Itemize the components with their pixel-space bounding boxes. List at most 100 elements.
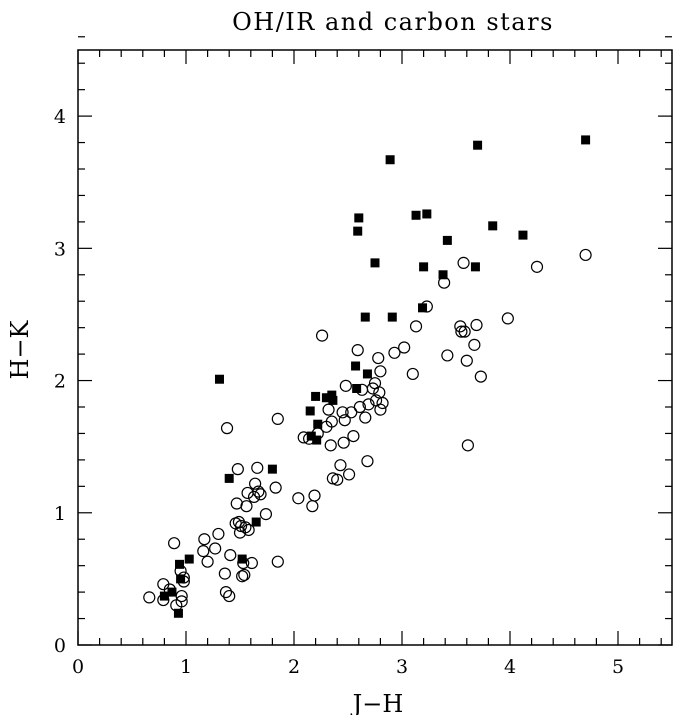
open-circle-point <box>345 406 358 419</box>
filled-square-point <box>370 258 380 268</box>
filled-square-point <box>328 395 338 405</box>
filled-square-point <box>176 574 186 584</box>
y-tick-label: 0 <box>54 635 66 657</box>
filled-square-point <box>311 391 321 401</box>
open-circle-point <box>238 568 251 582</box>
open-circle-point <box>325 415 338 428</box>
filled-square-point <box>306 431 316 441</box>
filled-square-point <box>422 209 432 219</box>
open-circle-point <box>579 248 592 262</box>
chart-title: OH/IR and carbon stars <box>232 8 554 36</box>
filled-square-point <box>175 559 185 569</box>
x-tick-label: 1 <box>180 656 192 678</box>
open-circle-point <box>249 477 262 490</box>
filled-square-point <box>442 235 452 245</box>
open-circle-point <box>241 486 254 500</box>
open-circle-point <box>322 403 335 416</box>
open-circle-point <box>306 500 319 513</box>
open-circle-point <box>455 325 468 338</box>
open-circle-point <box>212 527 225 541</box>
filled-square-point <box>321 393 331 403</box>
filled-square-point <box>214 374 224 384</box>
filled-square-point <box>411 210 421 220</box>
filled-square-point <box>351 361 361 371</box>
open-circle-point <box>239 521 252 534</box>
open-circle-point <box>259 507 273 521</box>
filled-square-point <box>385 155 395 165</box>
open-circle-point <box>240 500 253 513</box>
open-circle-point <box>324 439 337 452</box>
open-circle-point <box>197 545 210 558</box>
filled-square-point <box>581 135 591 145</box>
open-circle-point <box>366 382 379 395</box>
open-circle-point <box>376 396 389 410</box>
y-tick-label: 3 <box>54 238 66 260</box>
open-circle-point <box>457 256 470 269</box>
y-tick-label: 4 <box>54 106 66 128</box>
filled-square-point <box>470 262 480 272</box>
filled-square-point <box>352 383 362 393</box>
open-circle-point <box>218 567 231 580</box>
open-circle-point <box>338 414 351 427</box>
x-tick-label: 3 <box>396 656 408 678</box>
filled-square-point <box>313 419 323 429</box>
filled-square-point <box>438 270 448 280</box>
filled-square-point <box>184 554 194 564</box>
filled-square-point <box>473 140 483 150</box>
open-circle-point <box>271 555 284 568</box>
open-circle-point <box>362 398 375 411</box>
x-axis-label: J−H <box>350 690 404 715</box>
x-tick-label: 0 <box>72 656 84 678</box>
open-circle-point <box>220 422 234 435</box>
filled-square-point <box>354 213 364 223</box>
open-circle-point <box>359 411 372 424</box>
filled-square-point <box>360 312 370 322</box>
filled-square-point <box>159 591 169 601</box>
open-circle-point <box>501 312 514 325</box>
open-circle-point <box>308 489 321 502</box>
open-circle-point <box>231 463 244 476</box>
open-circle-point <box>342 468 356 481</box>
filled-square-point <box>488 221 498 231</box>
filled-square-point <box>167 587 177 597</box>
open-circle-point <box>209 542 222 555</box>
open-circle-point <box>254 488 267 501</box>
open-circle-point <box>374 403 387 416</box>
y-tick-label: 2 <box>54 371 66 393</box>
open-circle-point <box>461 439 474 452</box>
open-circle-point <box>458 325 471 338</box>
open-circle-point <box>201 555 214 568</box>
open-circle-point <box>223 589 236 603</box>
x-tick-label: 2 <box>288 656 300 678</box>
open-circle-point <box>271 412 284 425</box>
open-circle-point <box>468 338 481 351</box>
open-circle-point <box>224 548 237 562</box>
filled-square-point <box>173 608 183 618</box>
open-circle-point <box>331 473 344 486</box>
filled-square-point <box>387 312 397 322</box>
filled-square-point <box>518 230 528 240</box>
open-circle-point <box>336 406 349 419</box>
open-circle-point <box>441 349 454 362</box>
open-circle-point <box>409 320 423 333</box>
open-circle-point <box>337 436 350 449</box>
open-circle-point <box>398 341 411 354</box>
y-tick-label: 1 <box>54 503 66 525</box>
open-circle-point <box>374 365 387 378</box>
open-circle-point <box>351 344 364 357</box>
open-circle-point <box>470 318 483 332</box>
filled-square-point <box>251 517 261 527</box>
open-circle-point <box>530 260 544 273</box>
open-circle-point <box>252 485 265 498</box>
x-tick-label: 4 <box>504 656 516 678</box>
open-circle-point <box>143 591 156 604</box>
tick-labels: 0 1 2 3 4 5 0 1 2 3 4 <box>54 106 624 678</box>
open-circle-point <box>292 492 305 505</box>
filled-square-point <box>267 464 277 474</box>
filled-square-point <box>312 435 322 445</box>
open-circle-point <box>168 537 181 550</box>
data-points <box>143 135 592 618</box>
open-circle-point <box>175 595 188 608</box>
open-circle-point <box>474 370 487 383</box>
filled-square-point <box>237 554 247 564</box>
